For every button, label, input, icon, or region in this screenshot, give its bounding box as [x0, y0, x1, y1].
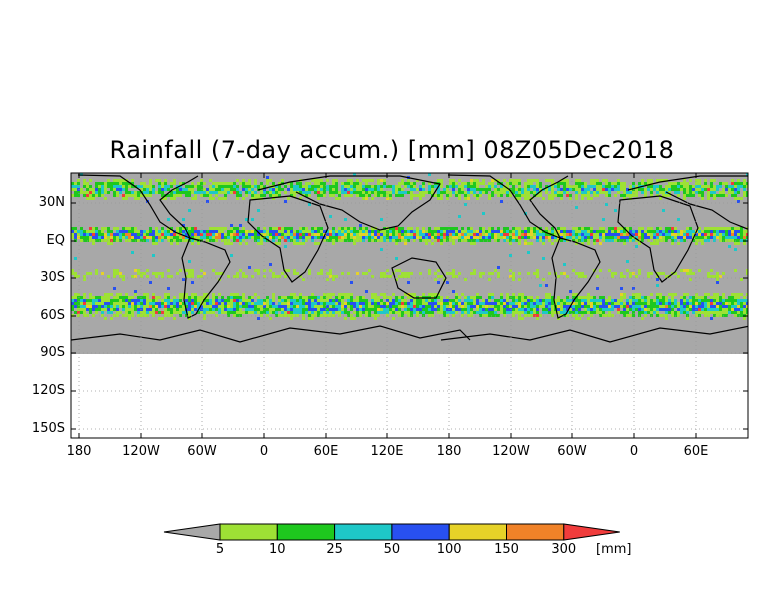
x-tick-label: 60W	[557, 444, 587, 459]
x-tick-label: 180	[436, 444, 462, 459]
legend-high-arrow	[563, 523, 620, 541]
x-tick-label: 0	[259, 444, 269, 459]
legend-low-arrow	[163, 523, 221, 541]
legend-swatch	[391, 523, 450, 541]
coastline	[627, 175, 748, 230]
y-tick-label: 60S	[40, 308, 65, 323]
x-tick-label: 0	[629, 444, 639, 459]
map-title: Rainfall (7-day accum.) [mm] 08Z05Dec201…	[109, 136, 675, 164]
y-tick-label: 120S	[31, 383, 65, 398]
legend-level-label: 150	[494, 542, 519, 557]
legend-unit: [mm]	[596, 542, 632, 557]
x-tick-label: 120W	[492, 444, 530, 459]
legend-swatch	[448, 523, 508, 541]
coastline	[391, 257, 447, 299]
x-tick-label: 180	[66, 444, 92, 459]
axis-ticks	[71, 173, 748, 438]
legend-swatch	[219, 523, 278, 541]
legend-swatch	[334, 523, 393, 541]
x-tick-label: 60E	[683, 444, 709, 459]
y-tick-label: 30S	[40, 270, 65, 285]
x-tick-label: 120E	[370, 444, 404, 459]
x-tick-label: 120W	[122, 444, 160, 459]
y-tick-label: 90S	[40, 345, 65, 360]
grid-lines	[71, 173, 748, 438]
x-tick-label: 60W	[187, 444, 217, 459]
coastline	[617, 195, 699, 283]
coastline-layer	[71, 174, 748, 343]
y-tick-label: EQ	[46, 233, 65, 248]
coastline	[440, 325, 748, 343]
rain-layer	[71, 173, 748, 320]
legend-level-label: 25	[326, 542, 343, 557]
x-tick-label: 60E	[313, 444, 339, 459]
legend-level-label: 10	[269, 542, 286, 557]
legend-level-label: 50	[383, 542, 401, 557]
coastline	[257, 175, 441, 231]
coastline	[551, 237, 601, 319]
y-tick-label: 30N	[38, 195, 65, 210]
plot-frame	[70, 172, 749, 439]
legend-level-label: 5	[215, 542, 225, 557]
legend-level-label: 100	[436, 542, 462, 557]
coastline	[247, 195, 329, 283]
y-tick-label: 150S	[31, 421, 65, 436]
coastline	[71, 325, 471, 343]
legend-swatch	[276, 523, 336, 541]
legend-level-label: 300	[551, 542, 577, 557]
coastline	[181, 237, 231, 319]
legend-swatch	[506, 523, 565, 541]
